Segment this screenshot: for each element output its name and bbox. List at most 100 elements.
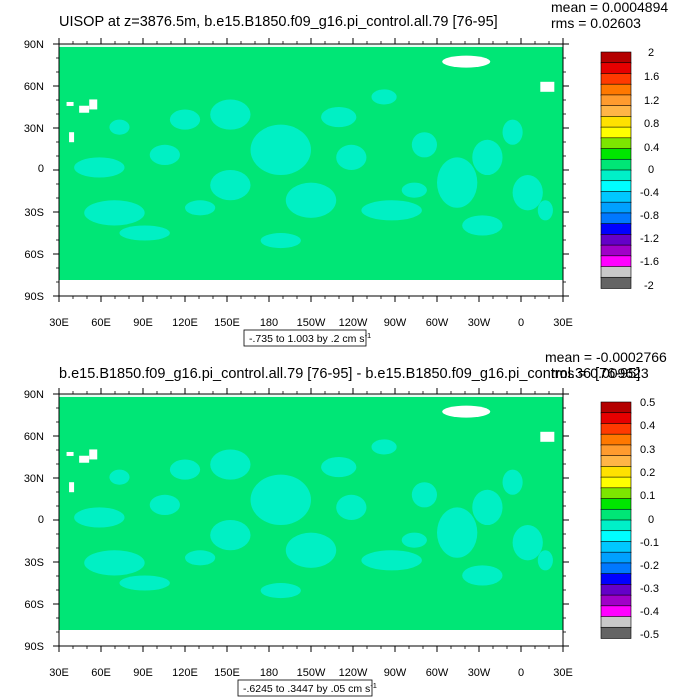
x-tick-label: 30E: [49, 317, 69, 329]
x-tick-label: 90W: [384, 317, 407, 329]
y-axis-ticks: 90N 60N 30N 0 30S 60S 90S: [24, 39, 44, 303]
colorbar-label: -0.5: [640, 629, 659, 641]
colorbar-swatch: [600, 266, 632, 279]
colorbar-label: 0.1: [640, 490, 655, 502]
colorbar-labels: 2 1.6 1.2 0.8 0.4 0 -0.4 -0.8 -1.2 -1.6 …: [640, 47, 659, 292]
colorbar-label: 0.4: [640, 420, 655, 432]
colorbar-swatch: [600, 455, 632, 468]
colorbar-swatch: [600, 73, 632, 85]
colorbar-swatch: [600, 212, 632, 225]
x-tick-label: 120E: [172, 317, 198, 329]
colorbar-label: 0.2: [640, 467, 655, 479]
x-tick-label: 120E: [172, 667, 198, 679]
panel-title: b.e15.B1850.f09_g16.pi_control.all.79 [7…: [59, 366, 640, 382]
x-tick-label: 30W: [468, 667, 491, 679]
x-tick-label: 30E: [553, 667, 573, 679]
colorbar-swatch: [600, 487, 632, 500]
y-axis-ticks: 90N 60N 30N 0 30S 60S 90S: [24, 389, 44, 653]
colorbar-label: -2: [644, 280, 654, 292]
x-tick-label: 150E: [214, 667, 240, 679]
colorbar-swatch: [600, 401, 632, 414]
colorbar-label: -0.8: [640, 210, 659, 222]
colorbar-swatch: [600, 223, 632, 236]
colorbar-label: -1.6: [640, 256, 659, 268]
y-tick-label: 60N: [24, 81, 44, 93]
colorbar-swatch: [600, 551, 632, 564]
colorbar-label: -0.4: [640, 187, 659, 199]
y-tick-label: 90S: [24, 291, 44, 303]
colorbar-label: 0: [648, 164, 654, 176]
x-tick-label: 30E: [49, 667, 69, 679]
colorbar-swatch: [600, 433, 632, 446]
x-tick-label: 60W: [426, 667, 449, 679]
colorbar-label: -1.2: [640, 233, 659, 245]
y-tick-label: 30N: [24, 123, 44, 135]
x-tick-label: 60W: [426, 317, 449, 329]
colorbar-swatch: [600, 191, 632, 203]
y-tick-label: 90N: [24, 39, 44, 51]
colorbar-swatch: [600, 584, 632, 596]
colorbar-swatch: [600, 201, 632, 214]
x-tick-label: 180: [260, 667, 278, 679]
colorbar-swatch: [600, 244, 632, 257]
x-axis-ticks: 30E 60E 90E 120E 150E 180 150W 120W 90W …: [49, 317, 573, 329]
colorbar-swatch: [600, 169, 632, 182]
colorbar-swatch: [600, 466, 632, 478]
x-tick-label: 150W: [297, 667, 326, 679]
mean-stat: mean = -0.0002766: [545, 349, 667, 365]
colorbar-swatch: [600, 105, 632, 118]
colorbar-swatch: [600, 594, 632, 607]
x-tick-label: 0: [518, 317, 524, 329]
y-tick-label: 30N: [24, 473, 44, 485]
x-tick-label: 90W: [384, 667, 407, 679]
y-tick-label: 30S: [24, 207, 44, 219]
colorbar-labels: 0.5 0.4 0.3 0.2 0.1 0 -0.1 -0.2 -0.3 -0.…: [640, 397, 659, 641]
y-tick-label: 30S: [24, 557, 44, 569]
x-tick-label: 120W: [339, 667, 368, 679]
x-tick-label: 30E: [553, 317, 573, 329]
colorbar-label: 0.4: [644, 142, 659, 154]
colorbar-swatch: [600, 62, 632, 75]
x-tick-label: 60E: [91, 317, 111, 329]
colorbar-swatch: [600, 626, 632, 639]
colorbar-label: -0.2: [640, 560, 659, 572]
x-tick-label: 60E: [91, 667, 111, 679]
colorbar-label: -0.1: [640, 537, 659, 549]
colorbar-swatch: [600, 530, 632, 543]
y-tick-label: 60N: [24, 431, 44, 443]
rms-stat: rms = 0.02603: [551, 15, 641, 31]
colorbar-swatch: [600, 158, 632, 171]
contour-info-box: -.6245 to .3447 by .05 cm s-1: [237, 679, 377, 697]
map-field: [53, 38, 569, 302]
colorbar-swatch: [600, 180, 632, 193]
x-tick-label: 120W: [339, 317, 368, 329]
panel-top: UISOP at z=3876.5m, b.e15.B1850.f09_g16.…: [24, 0, 668, 347]
map-field: [53, 388, 569, 652]
colorbar-label: 0.3: [640, 444, 655, 456]
colorbar-swatch: [600, 412, 632, 425]
colorbar-swatch: [600, 83, 632, 96]
y-tick-label: 90N: [24, 389, 44, 401]
colorbar-swatch: [600, 116, 632, 128]
colorbar-label: 1.6: [644, 71, 659, 83]
colorbar-swatch: [600, 605, 632, 618]
y-tick-label: 0: [38, 163, 44, 175]
colorbar-swatch: [600, 498, 632, 511]
contour-info-label: -.735 to 1.003 by .2 cm s-1: [249, 331, 371, 345]
colorbar-swatch: [600, 137, 632, 150]
x-tick-label: 30W: [468, 317, 491, 329]
x-tick-label: 90E: [133, 317, 153, 329]
y-tick-label: 0: [38, 514, 44, 526]
colorbar-label: 0.5: [640, 397, 655, 409]
colorbar-label: -0.3: [640, 583, 659, 595]
colorbar-swatch: [600, 423, 632, 435]
colorbar-swatch: [600, 541, 632, 553]
colorbar-label: -0.4: [640, 606, 659, 618]
colorbar-swatch: [600, 94, 632, 107]
colorbar-swatch: [600, 562, 632, 575]
contour-info-label: -.6245 to .3447 by .05 cm s-1: [243, 681, 377, 695]
colorbar-swatch: [600, 234, 632, 246]
contour-info-box: -.735 to 1.003 by .2 cm s-1: [243, 329, 371, 347]
colorbar-swatch: [600, 476, 632, 489]
y-tick-label: 60S: [24, 599, 44, 611]
